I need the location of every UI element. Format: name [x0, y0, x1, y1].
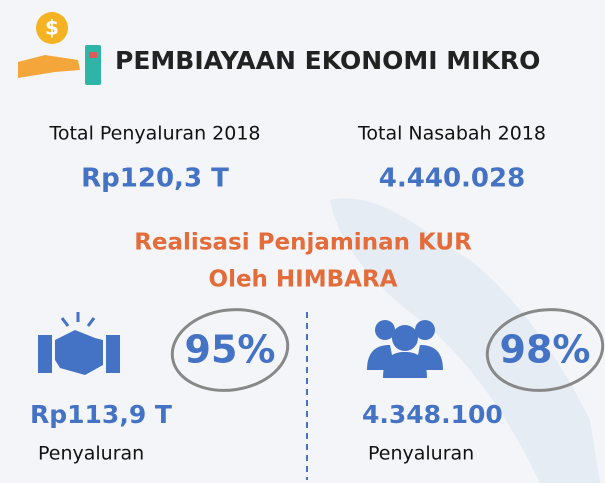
stat-label: Total Penyaluran 2018: [48, 123, 260, 145]
percent: 98%: [500, 328, 591, 372]
stat-label: Total Nasabah 2018: [357, 123, 546, 145]
svg-text:$: $: [45, 16, 59, 40]
title: PEMBIAYAAN EKONOMI MIKRO: [115, 46, 540, 75]
circle-mark: [170, 308, 290, 392]
amount-label: Penyaluran: [38, 443, 144, 465]
subtitle-line: Oleh HIMBARA: [209, 267, 398, 293]
map-shape: [330, 198, 600, 483]
subtitle-line: Realisasi Penjaminan KUR: [134, 230, 472, 256]
amount-label: Penyaluran: [368, 443, 474, 465]
amount: 4.348.100: [362, 400, 503, 429]
amount: Rp113,9 T: [30, 400, 172, 429]
people-icon: [367, 320, 443, 378]
handshake-icon: [38, 312, 120, 375]
percent: 95%: [185, 328, 276, 372]
money-icon: $: [18, 12, 101, 85]
circle-mark: [485, 308, 605, 392]
stat-value: 4.440.028: [379, 164, 525, 194]
stat-value: Rp120,3 T: [81, 164, 229, 194]
